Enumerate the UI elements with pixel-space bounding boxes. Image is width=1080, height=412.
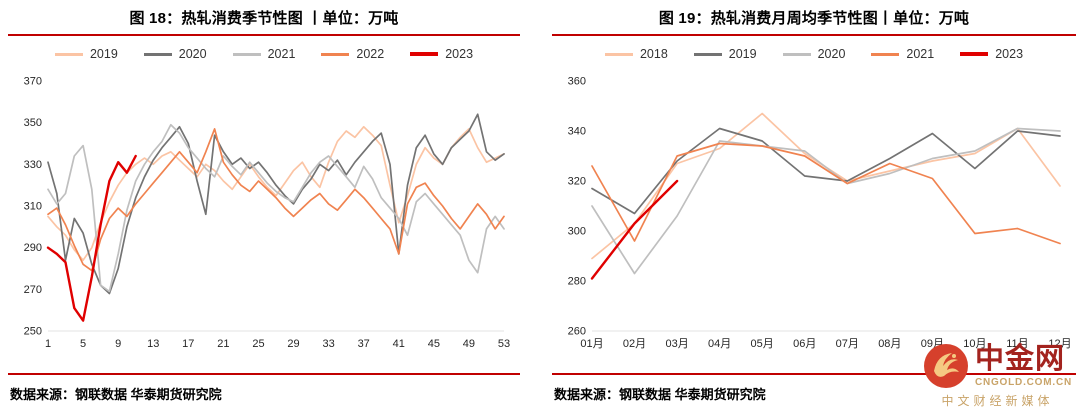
series-line-2019 [47, 125, 505, 262]
x-axis-tick-label: 11月 [1006, 338, 1028, 350]
x-axis-tick-label: 9 [115, 338, 121, 350]
x-axis-tick-label: 17 [182, 338, 194, 350]
y-axis-tick-label: 330 [24, 159, 42, 171]
y-axis-tick-label: 370 [24, 76, 42, 88]
series-line-2020 [591, 127, 1061, 275]
y-axis-tick-label: 310 [24, 201, 42, 213]
x-axis-tick-label: 08月 [878, 338, 901, 350]
legend-item-2023: 2023 [960, 47, 1023, 61]
y-axis-tick-label: 350 [24, 117, 42, 129]
source-text-monthly: 数据来源：钢联数据 华泰期货研究院 [554, 387, 766, 402]
weekly-seasonality-line-chart: 250 270 290 310 330 350 370 1 5 9 13 17 21 25 29 33 37 41… [24, 76, 510, 351]
y-axis-tick-label: 340 [568, 126, 586, 138]
y-axis-tick-label: 260 [568, 326, 586, 338]
x-axis-tick-label: 13 [147, 338, 159, 350]
x-axis-tick-label: 01月 [580, 338, 603, 350]
series-line-2022 [47, 128, 505, 272]
series-line-2021 [591, 142, 1061, 245]
legend-label-2022: 2022 [356, 47, 385, 61]
x-axis-tick-label: 12月 [1048, 338, 1071, 350]
x-axis-tick-label: 04月 [708, 338, 731, 350]
series-line-2023 [46, 154, 137, 322]
title-divider-weekly [8, 34, 520, 36]
chart-panel-weekly: 图 18：热轧消费季节性图 丨单位：万吨 2019 2020 2021 2022 202… [8, 0, 520, 412]
monthly-seasonality-line-chart: 260 280 300 320 340 360 01月 02月 03月 04月 05月 06月 07月 0… [568, 76, 1072, 351]
cngold-watermark: 中金网 CNGOLD.COM.CN 中文财经新媒体 [923, 343, 1072, 409]
x-axis-tick-label: 07月 [836, 338, 859, 350]
watermark-text-column: 中金网 CNGOLD.COM.CN [974, 343, 1072, 388]
legend-swatch-2019 [693, 52, 722, 56]
x-axis-tick-label: 41 [393, 338, 405, 350]
x-axis-tick-label: 06月 [793, 338, 816, 350]
legend-weekly: 2019 2020 2021 2022 2023 [8, 39, 520, 69]
y-axis-tick-label: 320 [568, 176, 586, 188]
legend-label-2019: 2019 [728, 47, 757, 61]
x-axis-tick-label: 02月 [623, 338, 646, 350]
watermark-brand: 中金网 [974, 343, 1065, 376]
footer-divider-weekly [8, 373, 520, 375]
legend-label-2020: 2020 [817, 47, 846, 61]
x-axis-tick-label: 5 [80, 338, 86, 350]
x-axis-tick-label: 53 [498, 338, 510, 350]
y-axis-tick-label: 290 [24, 242, 42, 254]
y-axis-tick-label: 280 [568, 276, 586, 288]
legend-label-2018: 2018 [639, 47, 668, 61]
legend-label-2020: 2020 [178, 47, 207, 61]
legend-label-2023: 2023 [445, 47, 474, 61]
y-axis-tick-label: 300 [568, 226, 586, 238]
series-line-2023 [590, 179, 679, 280]
x-axis-tick-label: 37 [358, 338, 370, 350]
footer-weekly: 数据来源：钢联数据 华泰期货研究院 [8, 373, 520, 412]
legend-item-2019: 2019 [54, 47, 118, 61]
legend-swatch-2020 [782, 52, 811, 56]
legend-item-2018: 2018 [604, 47, 668, 61]
watermark-domain: CNGOLD.COM.CN [974, 376, 1072, 388]
legend-swatch-2023 [410, 52, 439, 56]
x-axis-tick-label: 1 [45, 338, 51, 350]
legend-label-2021: 2021 [906, 47, 935, 61]
legend-item-2023: 2023 [410, 47, 473, 61]
legend-swatch-2018 [604, 52, 633, 56]
legend-item-2022: 2022 [321, 47, 384, 61]
chart-title-monthly: 图 19：热轧消费月周均季节性图丨单位：万吨 [658, 10, 970, 27]
legend-swatch-2023 [960, 52, 989, 56]
x-axis-tick-label: 25 [252, 338, 264, 350]
legend-item-2020: 2020 [143, 47, 207, 61]
series-line-2020 [47, 113, 505, 295]
legend-swatch-2020 [143, 52, 172, 56]
watermark-tagline: 中文财经新媒体 [941, 394, 1054, 408]
legend-label-2021: 2021 [267, 47, 296, 61]
x-axis-tick-label: 29 [287, 338, 299, 350]
legend-label-2019: 2019 [89, 47, 118, 61]
footer-divider-monthly [552, 373, 1076, 375]
y-axis-tick-label: 270 [24, 284, 42, 296]
x-axis-tick-label: 05月 [751, 338, 774, 350]
legend-monthly: 2018 2019 2020 2021 2023 [552, 39, 1076, 69]
x-axis-tick-label: 10月 [963, 338, 986, 350]
y-axis-tick-label: 250 [24, 326, 42, 338]
legend-item-2020: 2020 [782, 47, 846, 61]
series-line-2019 [591, 127, 1061, 215]
legend-swatch-2022 [321, 52, 350, 56]
legend-swatch-2019 [54, 52, 83, 56]
legend-item-2019: 2019 [693, 47, 757, 61]
y-axis-tick-label: 360 [568, 76, 586, 88]
cngold-logo-icon [923, 343, 969, 389]
footer-monthly: 数据来源：钢联数据 华泰期货研究院 [552, 373, 1076, 412]
x-axis-tick-label: 45 [428, 338, 440, 350]
legend-label-2023: 2023 [995, 47, 1024, 61]
watermark-row: 中金网 CNGOLD.COM.CN [923, 343, 1072, 389]
x-axis-tick-label: 33 [322, 338, 334, 350]
legend-swatch-2021 [871, 52, 900, 56]
x-axis-tick-label: 03月 [665, 338, 688, 350]
legend-swatch-2021 [232, 52, 261, 56]
x-axis-tick-label: 49 [463, 338, 475, 350]
series-line-2021 [47, 123, 505, 293]
title-divider-monthly [552, 34, 1076, 36]
x-axis-tick-label: 21 [217, 338, 229, 350]
chart-title-weekly: 图 18：热轧消费季节性图 丨单位：万吨 [129, 10, 399, 27]
source-text-weekly: 数据来源：钢联数据 华泰期货研究院 [10, 387, 222, 402]
legend-item-2021: 2021 [871, 47, 934, 61]
legend-item-2021: 2021 [232, 47, 296, 61]
